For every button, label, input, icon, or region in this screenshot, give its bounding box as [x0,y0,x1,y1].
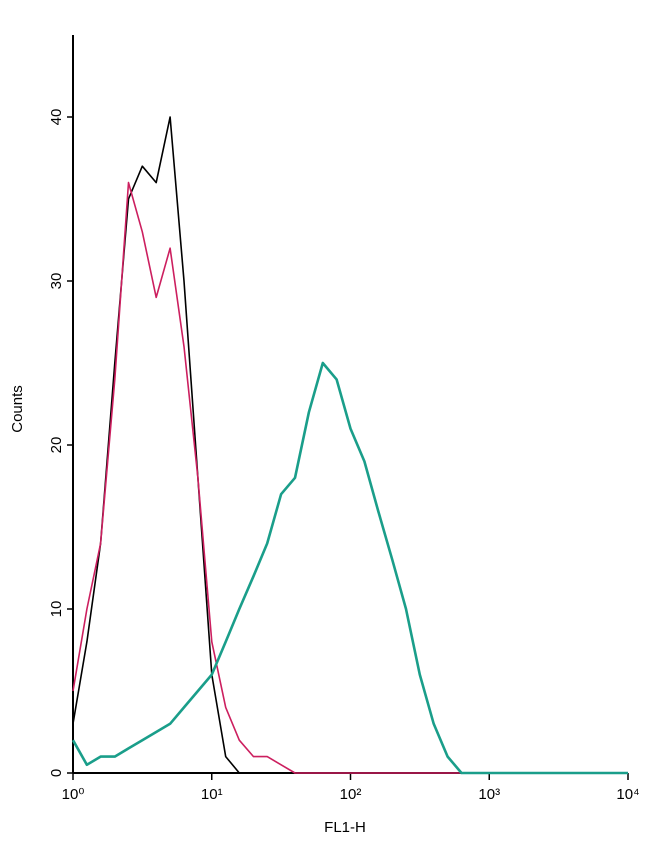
y-tick-label: 20 [48,437,65,454]
x-tick-label: 10³ [478,786,500,803]
y-axis-label: Counts [9,385,26,433]
x-tick-label: 10⁴ [616,786,639,803]
x-axis-label: FL1-H [324,819,366,836]
series-line [72,181,628,774]
y-tick-label: 40 [48,109,65,126]
x-tick-label: 10⁰ [62,786,85,803]
y-tick-label: 0 [48,769,65,777]
x-tick-label: 10² [340,786,362,803]
series-line [71,361,628,775]
x-tick-label: 10¹ [201,786,223,803]
series-line [72,116,628,774]
y-tick-label: 10 [48,601,65,618]
y-tick-label: 30 [48,273,65,290]
